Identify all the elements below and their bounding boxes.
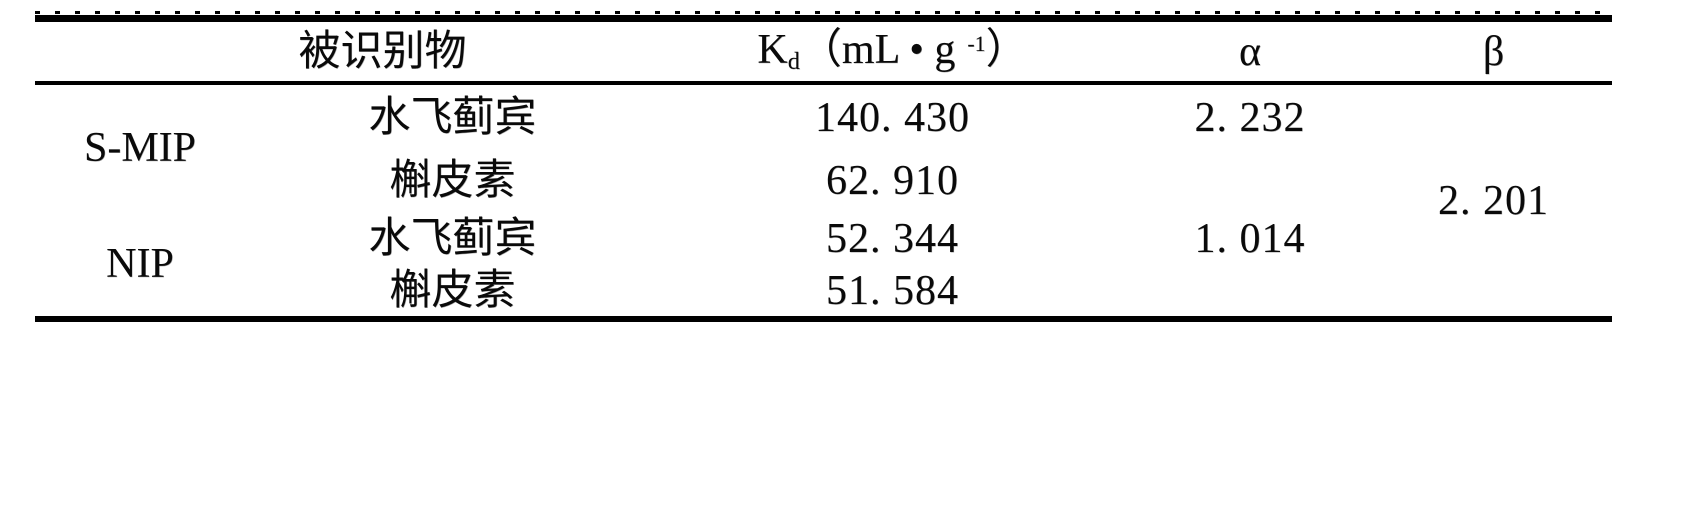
cell-kd-value: 140. 430 xyxy=(815,95,970,141)
kd-unit-exponent: -1 xyxy=(967,31,986,56)
cell-sorbent-nip: NIP xyxy=(106,240,174,287)
affinity-comparison-table: 被识别物 Kd（mL • g -1） α β S-MIP 水飞蓟宾 140. 43… xyxy=(35,15,1612,322)
header-kd: Kd（mL • g -1） xyxy=(660,18,1125,85)
cell-kd-value: 52. 344 xyxy=(826,215,959,262)
header-alpha: α xyxy=(1125,18,1375,85)
cell-analyte: 水飞蓟宾 xyxy=(368,95,537,141)
cell-kd-value: 51. 584 xyxy=(826,268,959,314)
header-beta: β xyxy=(1375,18,1612,85)
cell-analyte: 槲皮素 xyxy=(389,158,516,204)
kd-subscript: d xyxy=(787,47,800,75)
cell-alpha-value: 1. 014 xyxy=(1194,215,1306,262)
kd-unit-open: （mL • g xyxy=(799,26,956,73)
cell-alpha-empty xyxy=(1125,266,1375,319)
kd-unit-close: ） xyxy=(985,26,1028,73)
table-row: NIP 水飞蓟宾 52. 344 1. 014 xyxy=(35,211,1612,285)
header-analyte: 被识别物 xyxy=(245,18,660,85)
scan-artifact-ticks-bottom xyxy=(35,316,1612,319)
kd-symbol: K xyxy=(757,26,788,73)
table-row: 槲皮素 62. 910 xyxy=(35,151,1612,211)
cell-alpha-value: 2. 232 xyxy=(1194,95,1306,141)
cell-kd-value: 62. 910 xyxy=(826,158,959,204)
scan-artifact-ticks-top xyxy=(35,11,1612,14)
table-row: 槲皮素 51. 584 xyxy=(35,266,1612,319)
cell-analyte: 水飞蓟宾 xyxy=(368,215,537,262)
cell-alpha-empty xyxy=(1125,151,1375,211)
cell-analyte: 槲皮素 xyxy=(389,268,516,314)
header-sorbent xyxy=(35,18,245,85)
table-header-row: 被识别物 Kd（mL • g -1） α β xyxy=(35,18,1612,85)
cell-beta-value: 2. 201 xyxy=(1438,177,1549,224)
table-row: S-MIP 水飞蓟宾 140. 430 2. 232 2. 201 xyxy=(35,83,1612,222)
cell-sorbent-smip: S-MIP xyxy=(83,125,197,171)
